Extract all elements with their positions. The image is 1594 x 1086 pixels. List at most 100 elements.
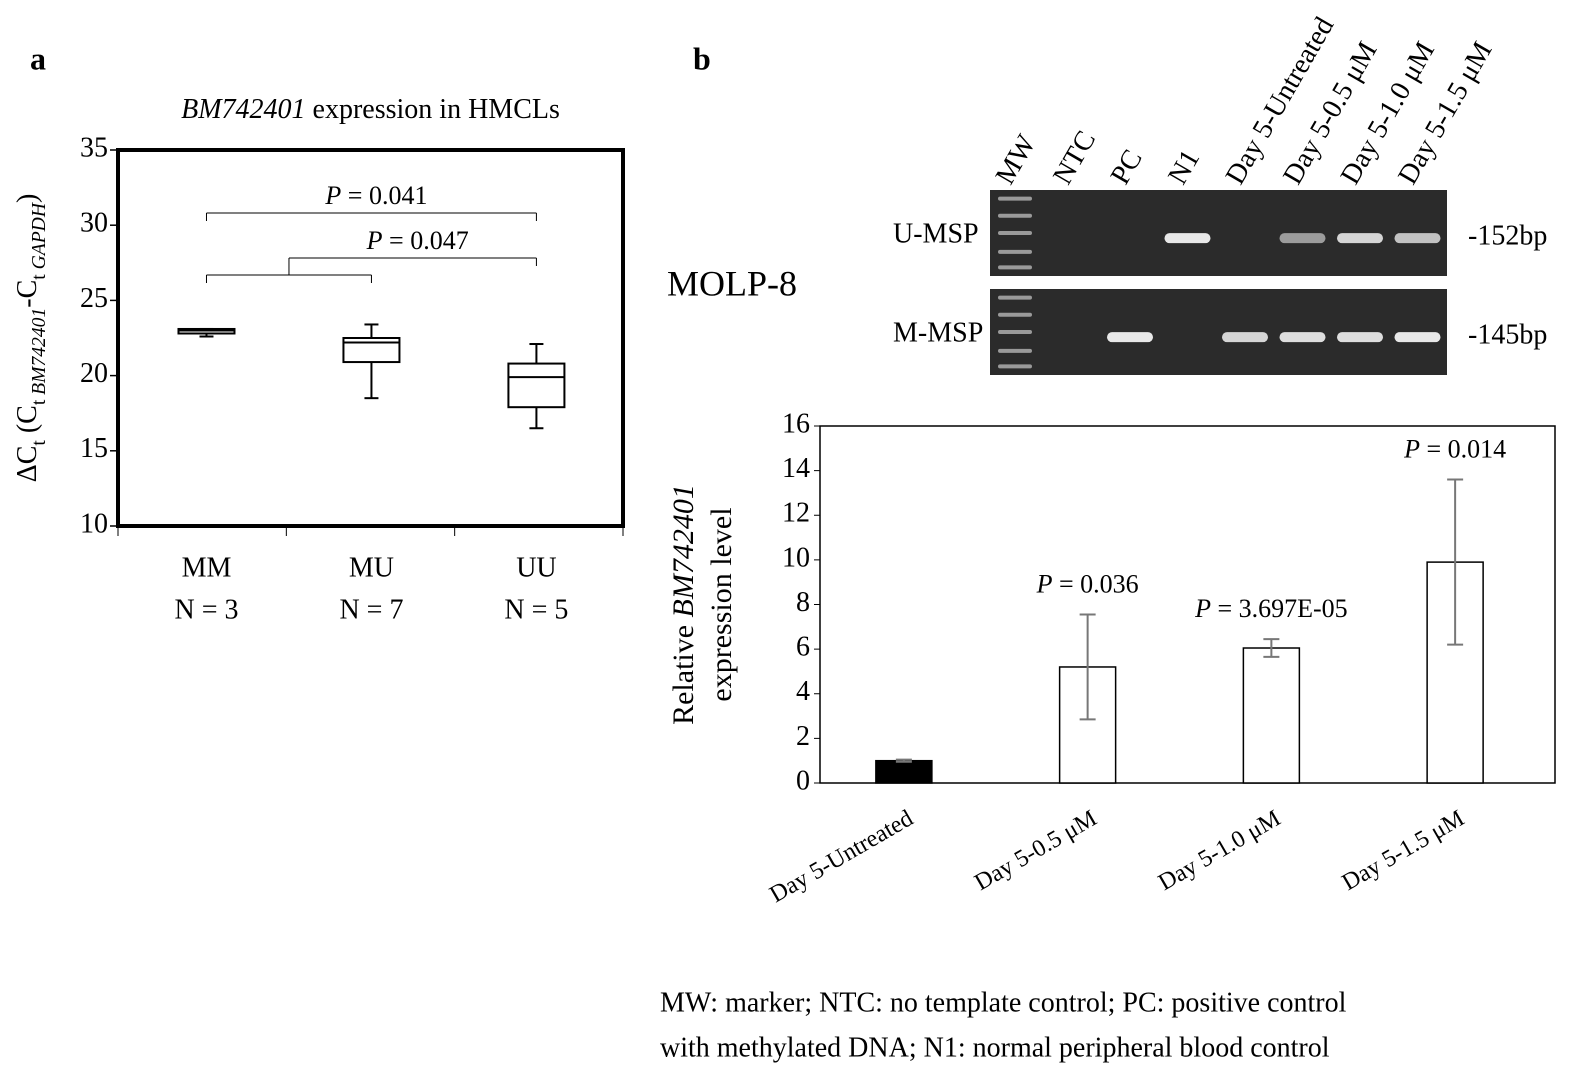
text-run: ΔC bbox=[12, 446, 43, 483]
text-run: expression level bbox=[705, 507, 738, 701]
gel-band bbox=[1164, 233, 1211, 244]
marker-band bbox=[998, 249, 1032, 254]
y-axis-label: ΔCt (Ct BM742401-Ct GAPDH) bbox=[12, 194, 50, 483]
y-tick-label: 15 bbox=[80, 433, 108, 464]
footnote: with methylated DNA; N1: normal peripher… bbox=[660, 1032, 1330, 1063]
panel-label: a bbox=[30, 40, 46, 76]
lane-label: N1 bbox=[1162, 145, 1206, 190]
y-tick-label: 0 bbox=[796, 765, 810, 796]
marker-band bbox=[998, 330, 1032, 334]
text-run: BM742401 bbox=[181, 94, 305, 125]
plot-frame bbox=[116, 148, 625, 528]
y-tick-label: 10 bbox=[782, 542, 810, 573]
group-size: N = 3 bbox=[174, 594, 238, 625]
y-axis-label: Relative BM742401 bbox=[667, 484, 700, 725]
y-tick-label: 16 bbox=[782, 408, 810, 439]
band-size: -152bp bbox=[1468, 221, 1547, 252]
text-run: = 0.036 bbox=[1052, 570, 1138, 599]
marker-band bbox=[998, 348, 1032, 353]
y-tick-label: 8 bbox=[796, 587, 810, 618]
cell-line: MOLP-8 bbox=[667, 263, 797, 303]
text-run: P bbox=[1403, 435, 1420, 464]
group-size: N = 7 bbox=[339, 594, 403, 625]
bar bbox=[875, 759, 933, 784]
lane-label: MW bbox=[990, 129, 1043, 189]
text-run: (C bbox=[12, 405, 43, 440]
marker-band bbox=[998, 364, 1032, 369]
text-run: Relative bbox=[667, 617, 700, 724]
text-run: t bbox=[29, 269, 50, 279]
lane-label: PC bbox=[1105, 145, 1149, 190]
panel-label: b bbox=[693, 40, 711, 76]
x-tick-label: Day 5-1.5 μM bbox=[1338, 805, 1469, 896]
group-size: N = 5 bbox=[504, 594, 568, 625]
y-tick-label: 12 bbox=[782, 498, 810, 529]
bar bbox=[1242, 647, 1301, 784]
x-tick-label: MU bbox=[349, 552, 394, 583]
chart-title: BM742401 expression in HMCLs bbox=[181, 94, 560, 125]
x-tick-label: Day 5-Untreated bbox=[766, 805, 918, 908]
marker-band bbox=[998, 295, 1032, 300]
gel-band bbox=[1107, 332, 1153, 343]
row-label: U-MSP bbox=[893, 218, 979, 249]
gel-band bbox=[1394, 332, 1441, 343]
y-axis-label: expression level bbox=[705, 507, 738, 701]
marker-band bbox=[998, 312, 1032, 317]
x-tick-label: UU bbox=[516, 552, 556, 583]
gel-band bbox=[1394, 233, 1441, 244]
bar bbox=[1058, 666, 1117, 784]
text-run: P bbox=[1036, 570, 1053, 599]
text-run: = 0.014 bbox=[1420, 435, 1506, 464]
text-run: ) bbox=[12, 194, 43, 203]
gel-band bbox=[1337, 233, 1383, 244]
y-tick-label: 20 bbox=[80, 358, 108, 389]
annotation: P = 0.047 bbox=[366, 226, 469, 255]
footnote: MW: marker; NTC: no template control; PC… bbox=[660, 987, 1347, 1018]
text-run: P bbox=[366, 226, 383, 255]
y-tick-label: 6 bbox=[796, 632, 810, 663]
text-run: GAPDH bbox=[29, 201, 50, 269]
y-tick-label: 35 bbox=[80, 132, 108, 163]
text-run: P bbox=[1194, 594, 1211, 623]
marker-band bbox=[998, 231, 1032, 235]
y-tick-label: 10 bbox=[80, 508, 108, 539]
annotation: P = 0.036 bbox=[1036, 570, 1139, 599]
gel-image bbox=[990, 190, 1447, 276]
text-run: = 0.041 bbox=[341, 181, 427, 210]
row-label: M-MSP bbox=[893, 317, 983, 348]
text-run: t bbox=[29, 440, 50, 446]
y-tick-label: 14 bbox=[782, 453, 810, 484]
marker-band bbox=[998, 196, 1032, 201]
box bbox=[507, 362, 566, 409]
gel-band bbox=[1337, 332, 1383, 343]
gel-band bbox=[1279, 332, 1326, 343]
annotation: P = 3.697E-05 bbox=[1194, 594, 1348, 623]
x-tick-label: Day 5-1.0 μM bbox=[1154, 805, 1285, 896]
text-run: -C bbox=[12, 280, 43, 308]
text-run: P bbox=[324, 181, 341, 210]
annotation: P = 0.014 bbox=[1403, 435, 1506, 464]
y-tick-label: 25 bbox=[80, 283, 108, 314]
plot-frame bbox=[819, 425, 1556, 784]
annotation: P = 0.041 bbox=[324, 181, 427, 210]
text-run: BM742401 bbox=[667, 484, 700, 617]
lane-label: NTC bbox=[1047, 126, 1102, 190]
marker-band bbox=[998, 265, 1032, 270]
text-run: = 3.697E-05 bbox=[1211, 594, 1348, 623]
gel-band bbox=[1279, 233, 1326, 244]
y-tick-label: 4 bbox=[796, 676, 810, 707]
text-run: expression in HMCLs bbox=[306, 94, 560, 125]
band-size: -145bp bbox=[1468, 320, 1547, 351]
y-tick-label: 2 bbox=[796, 721, 810, 752]
text-run: = 0.047 bbox=[383, 226, 469, 255]
text-run: BM742401 bbox=[29, 308, 50, 395]
gel-image bbox=[990, 289, 1447, 375]
marker-band bbox=[998, 213, 1032, 218]
gel-band bbox=[1222, 332, 1268, 343]
x-tick-label: MM bbox=[182, 552, 232, 583]
y-tick-label: 30 bbox=[80, 208, 108, 239]
x-tick-label: Day 5-0.5 μM bbox=[970, 805, 1101, 896]
text-run: t bbox=[29, 395, 50, 405]
